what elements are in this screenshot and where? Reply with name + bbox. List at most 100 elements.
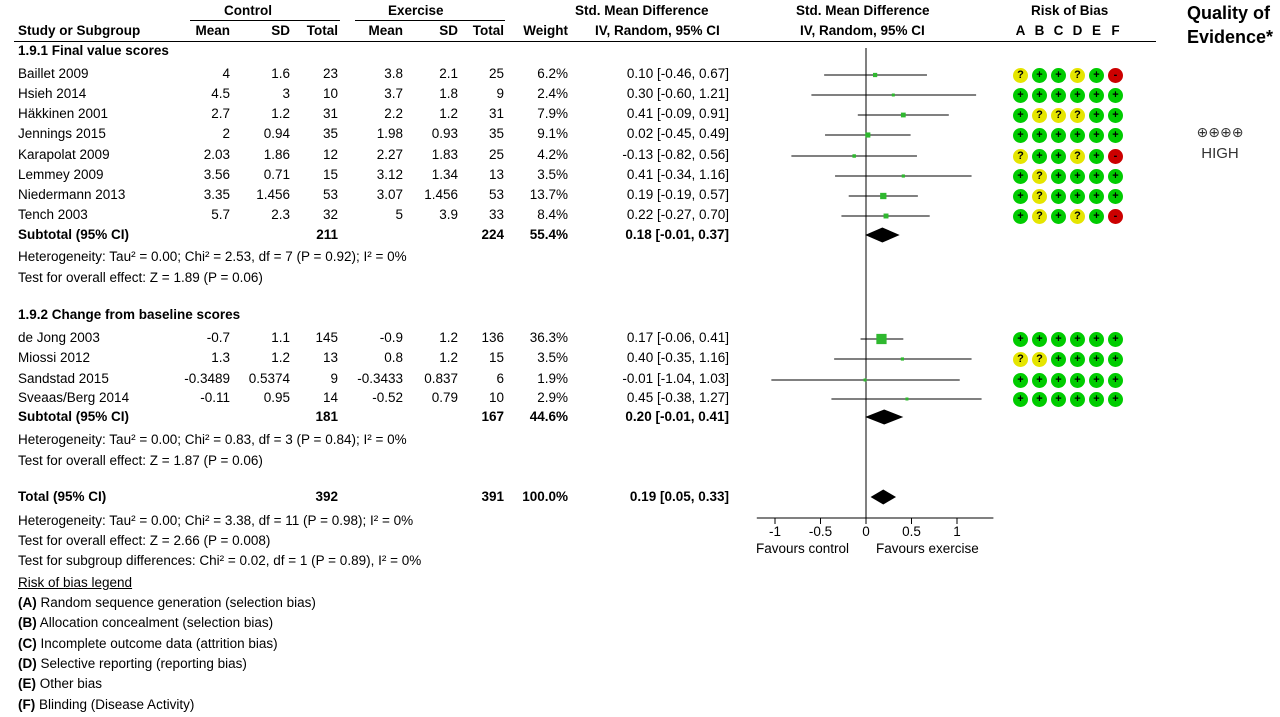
unclear-risk-icon: ? (1013, 352, 1028, 367)
x-tick-label: -0.5 (809, 524, 832, 539)
point-estimate (900, 357, 904, 361)
low-risk-icon: + (1089, 209, 1104, 224)
unclear-risk-icon: ? (1070, 108, 1085, 123)
low-risk-icon: + (1051, 392, 1066, 407)
pooled-diamond (870, 489, 897, 505)
sd-exercise: 0.93 (431, 126, 458, 141)
point-estimate (891, 93, 895, 97)
low-risk-icon: + (1051, 68, 1066, 83)
low-risk-icon: + (1089, 373, 1104, 388)
sd-control: 1.86 (263, 147, 290, 162)
heterogeneity: Heterogeneity: Tau² = 0.00; Chi² = 2.53,… (18, 249, 407, 264)
low-risk-icon: + (1089, 352, 1104, 367)
sd-control: 1.6 (271, 66, 290, 81)
low-risk-icon: + (1013, 108, 1028, 123)
low-risk-icon: + (1051, 332, 1066, 347)
rob-legend-key: (D) (18, 655, 37, 671)
x-tick-label: 0 (862, 524, 870, 539)
rob-legend-key: (A) (18, 595, 37, 610)
low-risk-icon: + (1051, 373, 1066, 388)
mean-exercise: -0.9 (379, 330, 403, 345)
col-study: Study or Subgroup (18, 23, 141, 38)
weight: 2.9% (537, 390, 568, 405)
unclear-risk-icon: ? (1013, 149, 1028, 164)
overall-effect: Test for overall effect: Z = 1.87 (P = 0… (18, 453, 263, 468)
unclear-risk-icon: ? (1032, 169, 1047, 184)
point-estimate (880, 192, 887, 200)
header-exercise: Exercise (388, 3, 444, 18)
low-risk-icon: + (1013, 209, 1028, 224)
low-risk-icon: + (1089, 68, 1104, 83)
x-tick-label: -1 (769, 524, 781, 539)
sd-control: 1.2 (271, 106, 290, 121)
low-risk-icon: + (1070, 392, 1085, 407)
total-weight: 100.0% (522, 489, 568, 504)
sd-exercise: 1.2 (439, 350, 458, 365)
total-exercise: 53 (488, 187, 504, 202)
total-heterogeneity: Heterogeneity: Tau² = 0.00; Chi² = 3.38,… (18, 513, 414, 528)
mean-exercise: 5 (395, 207, 403, 222)
point-estimate (905, 397, 909, 401)
low-risk-icon: + (1032, 128, 1047, 143)
smd-ci: 0.41 [-0.34, 1.16] (626, 167, 729, 182)
quality-title-2: Evidence* (1187, 27, 1274, 47)
unclear-risk-icon: ? (1032, 108, 1047, 123)
study-name: Karapolat 2009 (18, 147, 110, 162)
total-control: 14 (322, 390, 338, 405)
sd-exercise: 1.34 (431, 167, 458, 182)
low-risk-icon: + (1089, 392, 1104, 407)
col-mean-exercise: Mean (368, 23, 403, 38)
total-exercise: 391 (481, 489, 504, 504)
x-tick-label: 1 (953, 524, 961, 539)
x-tick-label: 0.5 (902, 524, 921, 539)
low-risk-icon: + (1013, 332, 1028, 347)
total-control: 13 (322, 350, 338, 365)
total-control: 145 (315, 330, 338, 345)
sd-control: 1.456 (256, 187, 290, 202)
low-risk-icon: + (1089, 149, 1104, 164)
rob-letter-d: D (1072, 23, 1083, 38)
low-risk-icon: + (1051, 88, 1066, 103)
favours-control-label: Favours control (756, 541, 850, 556)
col-total-exercise: Total (472, 23, 504, 38)
weight: 3.5% (537, 167, 568, 182)
total-ci: 0.19 [0.05, 0.33] (629, 489, 729, 504)
mean-control: 2.03 (203, 147, 230, 162)
study-name: Baillet 2009 (18, 66, 89, 81)
low-risk-icon: + (1032, 88, 1047, 103)
study-name: Niedermann 2013 (18, 187, 126, 202)
total-control: 53 (322, 187, 338, 202)
low-risk-icon: + (1051, 352, 1066, 367)
mean-exercise: 0.8 (384, 350, 403, 365)
point-estimate (876, 333, 887, 345)
total-exercise: 33 (488, 207, 504, 222)
study-name: Jennings 2015 (18, 126, 106, 141)
low-risk-icon: + (1108, 373, 1123, 388)
unclear-risk-icon: ? (1070, 209, 1085, 224)
header-control: Control (224, 3, 272, 18)
quality-label: HIGH (1201, 145, 1239, 162)
pooled-diamond (865, 227, 900, 243)
total-control: 23 (322, 66, 338, 81)
point-estimate (872, 72, 878, 78)
low-risk-icon: + (1089, 128, 1104, 143)
high-risk-icon: - (1108, 68, 1123, 83)
total-exercise: 10 (488, 390, 504, 405)
mean-exercise: -0.52 (372, 390, 403, 405)
quality-title-1: Quality of (1187, 3, 1271, 23)
low-risk-icon: + (1070, 128, 1085, 143)
rob-legend-item: (F) Blinding (Disease Activity) (18, 697, 194, 712)
sd-control: 0.5374 (248, 371, 290, 386)
total-control: 9 (330, 371, 338, 386)
total-control: 392 (315, 489, 338, 504)
mean-exercise: 1.98 (376, 126, 403, 141)
point-estimate (852, 154, 856, 158)
sd-control: 0.71 (263, 167, 290, 182)
rob-legend-text: Incomplete outcome data (attrition bias) (36, 635, 278, 651)
rob-legend-key: (E) (18, 676, 36, 692)
mean-exercise: 3.7 (384, 86, 403, 101)
total-exercise: 13 (488, 167, 504, 182)
low-risk-icon: + (1070, 373, 1085, 388)
subtotal-control: 211 (316, 227, 338, 242)
weight: 2.4% (537, 86, 568, 101)
